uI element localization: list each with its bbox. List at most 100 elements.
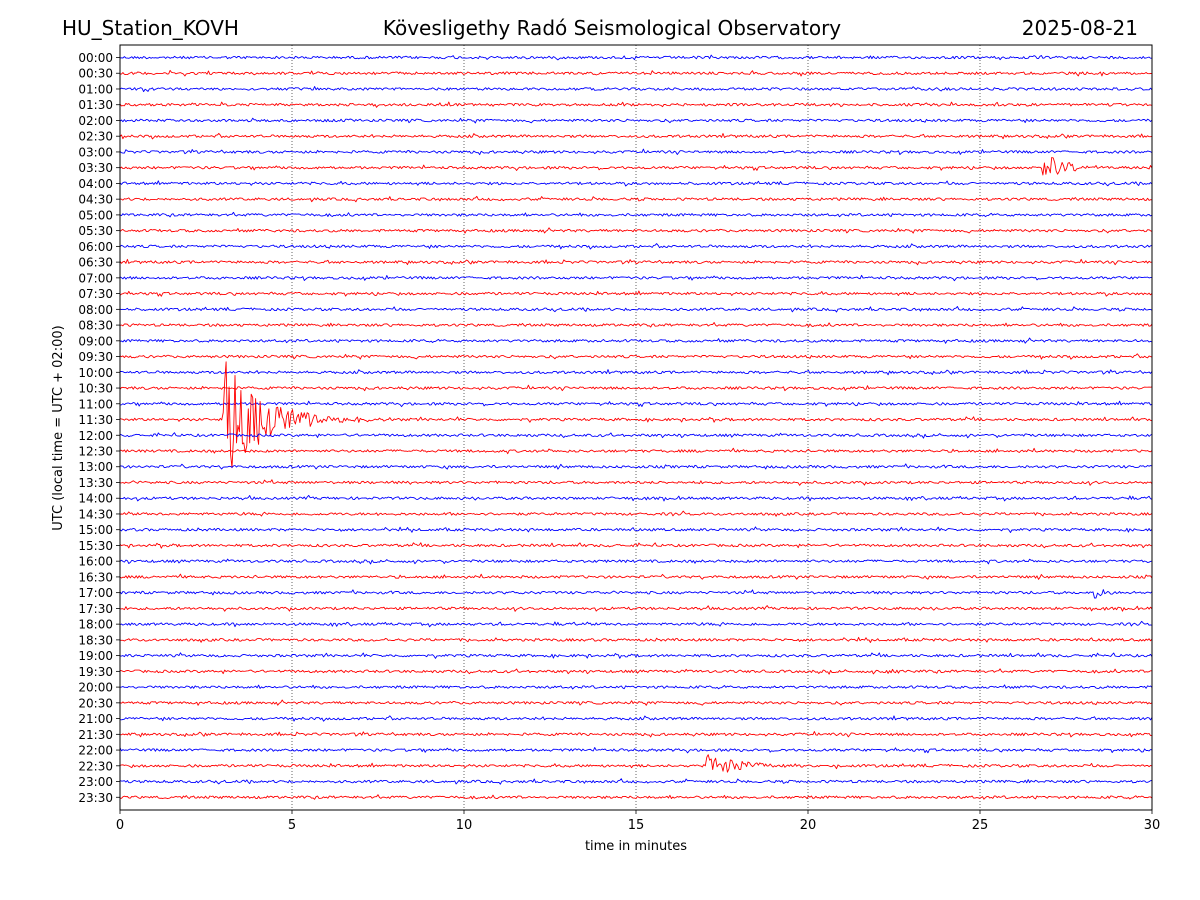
trace-line (119, 794, 1153, 800)
trace-line (119, 636, 1153, 643)
trace-line (119, 337, 1153, 344)
trace-line (119, 731, 1153, 738)
y-tick-label: 20:00 (78, 681, 113, 695)
y-tick-label: 04:30 (78, 193, 113, 207)
trace-line (119, 361, 1153, 469)
y-tick-label: 22:30 (78, 759, 113, 773)
y-tick-label: 00:00 (78, 51, 113, 65)
trace-line (119, 195, 1153, 203)
y-tick-label: 11:00 (78, 397, 113, 411)
trace-line (119, 510, 1153, 517)
trace-line (119, 668, 1152, 675)
x-tick-label: 15 (628, 818, 645, 833)
y-tick-label: 05:30 (78, 224, 113, 238)
x-tick-label: 10 (456, 818, 473, 833)
trace-line (119, 258, 1153, 266)
y-tick-label: 09:00 (78, 334, 113, 348)
y-tick-label: 01:30 (78, 98, 113, 112)
y-tick-label: 05:00 (78, 208, 113, 222)
y-tick-label: 12:30 (78, 445, 113, 459)
trace-line (120, 494, 1153, 502)
y-tick-label: 20:30 (78, 696, 113, 710)
y-tick-label: 10:30 (78, 382, 113, 396)
y-tick-label: 06:00 (78, 240, 113, 254)
trace-line (119, 652, 1153, 659)
trace-line (119, 684, 1153, 690)
trace-line (119, 54, 1152, 61)
trace-line (119, 699, 1153, 706)
y-tick-label: 23:30 (78, 791, 113, 805)
y-tick-label: 02:00 (78, 114, 113, 128)
y-tick-label: 08:00 (78, 303, 113, 317)
trace-line (119, 747, 1153, 754)
trace-line (119, 227, 1153, 234)
trace-line (119, 148, 1153, 156)
grid-lines (291, 45, 981, 810)
x-tick-label: 30 (1144, 818, 1161, 833)
trace-line (119, 369, 1153, 376)
trace-line (119, 400, 1153, 408)
trace-line (119, 322, 1153, 328)
y-tick-label: 23:00 (78, 775, 113, 789)
trace-line (119, 754, 1153, 773)
y-tick-label: 07:00 (78, 271, 113, 285)
trace-line (119, 463, 1153, 470)
trace-line (119, 542, 1153, 549)
trace-line (119, 211, 1153, 218)
trace-line (119, 306, 1153, 313)
x-tick-label: 20 (800, 818, 817, 833)
y-tick-label: 10:00 (78, 366, 113, 380)
trace-line (119, 479, 1153, 486)
trace-line (119, 558, 1153, 565)
trace-line (119, 180, 1153, 187)
trace-line (119, 243, 1153, 250)
trace-line (119, 447, 1153, 455)
x-tick-label: 0 (116, 818, 124, 833)
observatory-title: Kövesligethy Radó Seismological Observat… (383, 16, 841, 40)
trace-line (119, 605, 1153, 612)
trace-line (119, 620, 1153, 628)
y-tick-label: 18:00 (78, 618, 113, 632)
y-tick-label: 06:30 (78, 256, 113, 270)
x-tick-label: 5 (288, 818, 296, 833)
trace-line (119, 573, 1153, 580)
y-tick-label: 12:00 (78, 429, 113, 443)
y-tick-label: 02:30 (78, 130, 113, 144)
y-tick-label: 16:30 (78, 570, 113, 584)
trace-line (119, 715, 1153, 722)
y-tick-label: 17:30 (78, 602, 113, 616)
trace-line (119, 384, 1153, 392)
seismic-traces (119, 54, 1153, 800)
trace-line (119, 86, 1153, 93)
plot-frame (119, 44, 1153, 811)
trace-line (119, 69, 1153, 77)
y-tick-label: 07:30 (78, 287, 113, 301)
trace-line (119, 157, 1153, 176)
y-axis-label: UTC (local time = UTC + 02:00) (51, 325, 66, 530)
y-tick-label: 11:30 (78, 413, 113, 427)
y-tick-label: 13:30 (78, 476, 113, 490)
trace-line (119, 290, 1153, 297)
trace-line (119, 274, 1153, 282)
y-tick-label: 03:30 (78, 161, 113, 175)
trace-line (119, 101, 1153, 108)
y-tick-label: 16:00 (78, 555, 113, 569)
y-tick-label: 21:30 (78, 728, 113, 742)
station-title: HU_Station_KOVH (62, 16, 239, 40)
y-tick-label: 14:00 (78, 492, 113, 506)
y-tick-label: 19:00 (78, 649, 113, 663)
x-tick-label: 25 (972, 818, 989, 833)
trace-line (119, 778, 1153, 785)
trace-line (119, 589, 1153, 599)
y-tick-label: 01:00 (78, 82, 113, 96)
y-tick-label: 09:30 (78, 350, 113, 364)
y-tick-label: 22:00 (78, 744, 113, 758)
y-tick-label: 14:30 (78, 507, 113, 521)
y-tick-label: 17:00 (78, 586, 113, 600)
x-axis-label: time in minutes (585, 839, 687, 854)
x-ticks: 0 5 10 15 20 25 30 (116, 810, 1160, 833)
trace-line (119, 432, 1153, 439)
